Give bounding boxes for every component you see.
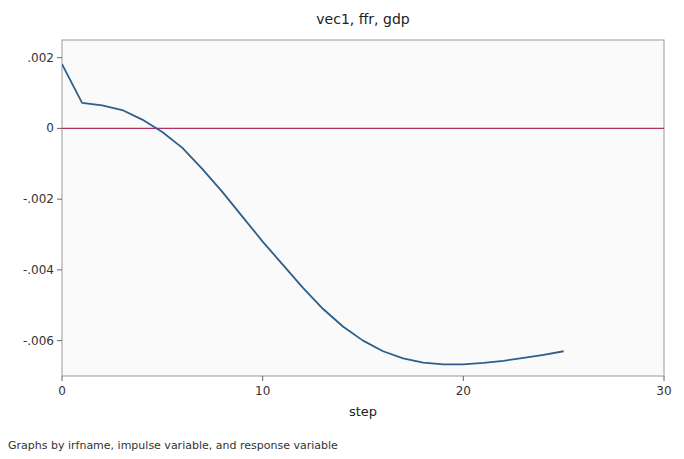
y-tick-label: -.002 [23, 192, 54, 206]
x-tick [262, 376, 263, 381]
x-tick [463, 376, 464, 381]
x-tick-label: 10 [255, 384, 270, 398]
y-tick [57, 57, 62, 58]
plot-frame [62, 40, 664, 376]
x-tick-label: 0 [58, 384, 66, 398]
chart: -.006 -.004 -.002 0 .002 0 10 20 30 vec1, ffr, gd… [0, 0, 684, 459]
plot-data [62, 64, 664, 364]
title: vec1, ffr, gdp [316, 11, 409, 27]
irf-line [62, 64, 564, 364]
y-tick-label: .002 [27, 51, 54, 65]
reference-line [62, 128, 664, 129]
x-tick [62, 376, 63, 381]
y-tick [57, 199, 62, 200]
annotation: Graphs by irfname, impulse variable, and… [8, 439, 338, 452]
y-tick [57, 128, 62, 129]
x-axis-label: step [349, 404, 377, 419]
y-tick [57, 340, 62, 341]
y-tick [57, 269, 62, 270]
y-tick-label: -.006 [23, 334, 54, 348]
x-tick [664, 376, 665, 381]
y-tick-label: 0 [46, 121, 54, 135]
y-tick-label: -.004 [23, 263, 54, 277]
x-tick-label: 30 [656, 384, 671, 398]
x-tick-label: 20 [456, 384, 471, 398]
